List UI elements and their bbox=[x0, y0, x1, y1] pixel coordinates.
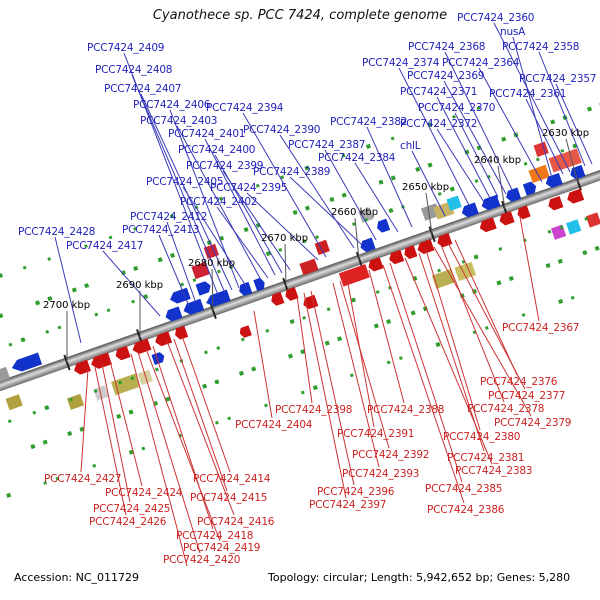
ruler-label: 2630 kbp bbox=[542, 128, 590, 139]
gene-label[interactable]: PCC7424_2417 bbox=[66, 240, 144, 252]
accession-text: Accession: NC_011729 bbox=[14, 571, 140, 584]
gene-label[interactable]: PCC7424_2357 bbox=[519, 73, 597, 85]
gene-label[interactable]: PCC7424_2394 bbox=[206, 102, 284, 114]
ruler-label: 2700 kbp bbox=[43, 300, 91, 311]
ruler-label: 2670 kbp bbox=[261, 233, 309, 244]
gene-label[interactable]: PCC7424_2403 bbox=[140, 115, 218, 127]
gene-label[interactable]: PCC7424_2404 bbox=[235, 419, 313, 431]
gene-label[interactable]: PCC7424_2380 bbox=[443, 431, 521, 443]
gene-label[interactable]: PCC7424_2358 bbox=[502, 41, 580, 53]
gene-label[interactable]: PCC7424_2382 bbox=[330, 116, 408, 128]
gene-label[interactable]: PCC7424_2391 bbox=[337, 428, 415, 440]
gene-label[interactable]: PCC7424_2379 bbox=[494, 417, 572, 429]
gene-label[interactable]: PCC7424_2390 bbox=[243, 124, 321, 136]
gene-label[interactable]: PCC7424_2428 bbox=[18, 226, 96, 238]
gene-label[interactable]: PCC7424_2414 bbox=[193, 473, 271, 485]
gene-label[interactable]: PCC7424_2427 bbox=[44, 473, 122, 485]
gene-label[interactable]: PCC7424_2393 bbox=[342, 468, 420, 480]
gene-label[interactable]: PCC7424_2387 bbox=[288, 139, 366, 151]
gene-label[interactable]: PCC7424_2372 bbox=[400, 118, 478, 130]
status-bar: Accession: NC_011729 Topology: circular;… bbox=[0, 568, 600, 600]
gene-label[interactable]: PCC7424_2384 bbox=[318, 152, 396, 164]
gene-label[interactable]: PCC7424_2426 bbox=[89, 516, 167, 528]
ruler-label: 2640 kbp bbox=[474, 155, 522, 166]
topology-text: Topology: circular; Length: 5,942,652 bp… bbox=[268, 571, 571, 584]
gene-label[interactable]: PCC7424_2400 bbox=[178, 144, 256, 156]
gene-label[interactable]: PCC7424_2424 bbox=[105, 487, 183, 499]
gene-label[interactable]: PCC7424_2406 bbox=[133, 99, 211, 111]
gene-label[interactable]: PCC7424_2408 bbox=[95, 64, 173, 76]
gene-label[interactable]: PCC7424_2367 bbox=[502, 322, 580, 334]
gene-label[interactable]: PCC7424_2413 bbox=[122, 224, 200, 236]
gene-label[interactable]: PCC7424_2377 bbox=[488, 390, 566, 402]
gene-label[interactable]: PCC7424_2395 bbox=[210, 182, 288, 194]
gene-label[interactable]: PCC7424_2368 bbox=[408, 41, 486, 53]
gene-label[interactable]: PCC7424_2399 bbox=[186, 160, 264, 172]
gene-label[interactable]: PCC7424_2371 bbox=[400, 86, 478, 98]
gene-label[interactable]: PCC7424_2385 bbox=[425, 483, 503, 495]
ruler-label: 2660 kbp bbox=[331, 207, 379, 218]
gene-label[interactable]: PCC7424_2425 bbox=[93, 503, 171, 515]
gene-label[interactable]: PCC7424_2418 bbox=[176, 530, 254, 542]
gene-label[interactable]: PCC7424_2402 bbox=[180, 196, 258, 208]
gene-label[interactable]: PCC7424_2396 bbox=[317, 486, 395, 498]
gene-label[interactable]: PCC7424_2370 bbox=[418, 102, 496, 114]
ruler-label: 2650 kbp bbox=[402, 182, 450, 193]
ruler-label: 2690 kbp bbox=[116, 280, 164, 291]
gene-label[interactable]: PCC7424_2376 bbox=[480, 376, 558, 388]
gene-label[interactable]: PCC7424_2416 bbox=[197, 516, 275, 528]
gene-label[interactable]: PCC7424_2389 bbox=[253, 166, 331, 178]
gene-label[interactable]: PCC7424_2388 bbox=[367, 404, 445, 416]
gene-label[interactable]: PCC7424_2374 bbox=[362, 57, 440, 69]
gene-label[interactable]: PCC7424_2397 bbox=[309, 499, 387, 511]
gene-label[interactable]: PCC7424_2409 bbox=[87, 42, 165, 54]
gene-label[interactable]: PCC7424_2401 bbox=[168, 128, 246, 140]
gene-label[interactable]: chlL bbox=[400, 140, 421, 152]
gene-label[interactable]: PCC7424_2415 bbox=[190, 492, 268, 504]
gene-label[interactable]: PCC7424_2407 bbox=[104, 83, 182, 95]
gene-label[interactable]: PCC7424_2419 bbox=[183, 542, 261, 554]
gene-label[interactable]: PCC7424_2361 bbox=[489, 88, 567, 100]
gene-label[interactable]: PCC7424_2360 bbox=[457, 12, 535, 24]
gene-label[interactable]: PCC7424_2381 bbox=[447, 452, 525, 464]
ruler-label: 2680 kbp bbox=[188, 258, 236, 269]
gene-label[interactable]: PCC7424_2398 bbox=[275, 404, 353, 416]
gene-label[interactable]: PCC7424_2364 bbox=[442, 57, 520, 69]
gene-label[interactable]: PCC7424_2386 bbox=[427, 504, 505, 516]
gene-label[interactable]: PCC7424_2392 bbox=[352, 449, 430, 461]
gene-label[interactable]: PCC7424_2378 bbox=[467, 403, 545, 415]
gene-label[interactable]: nusA bbox=[500, 26, 526, 38]
gene-label[interactable]: PCC7424_2412 bbox=[130, 211, 208, 223]
gene-label[interactable]: PCC7424_2369 bbox=[407, 70, 485, 82]
gene-label[interactable]: PCC7424_2420 bbox=[163, 554, 241, 566]
gene-label[interactable]: PCC7424_2383 bbox=[455, 465, 533, 477]
